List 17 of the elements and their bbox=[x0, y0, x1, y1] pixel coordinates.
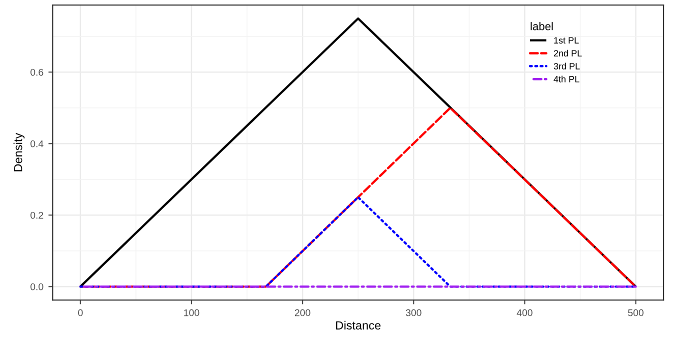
x-axis-title: Distance bbox=[336, 320, 381, 330]
legend-label: 4th PL bbox=[554, 76, 580, 82]
x-tick-label: 0 bbox=[78, 309, 83, 316]
legend-label: 3rd PL bbox=[554, 62, 580, 70]
x-tick-label: 400 bbox=[516, 309, 532, 316]
y-tick-label: 0.4 bbox=[30, 140, 44, 148]
legend-label: 2nd PL bbox=[554, 50, 582, 56]
legend-label: 1st PL bbox=[554, 37, 579, 44]
y-tick-label: 0.2 bbox=[30, 212, 44, 219]
x-tick-label: 100 bbox=[184, 309, 200, 316]
y-tick-label: 0.0 bbox=[30, 283, 44, 290]
x-tick-label: 500 bbox=[628, 309, 644, 316]
y-tick-label: 0.6 bbox=[30, 68, 44, 76]
x-tick-label: 200 bbox=[294, 309, 310, 316]
legend-title: label bbox=[530, 22, 553, 30]
x-tick-label: 300 bbox=[406, 309, 422, 316]
y-axis-title: Density bbox=[14, 132, 25, 172]
